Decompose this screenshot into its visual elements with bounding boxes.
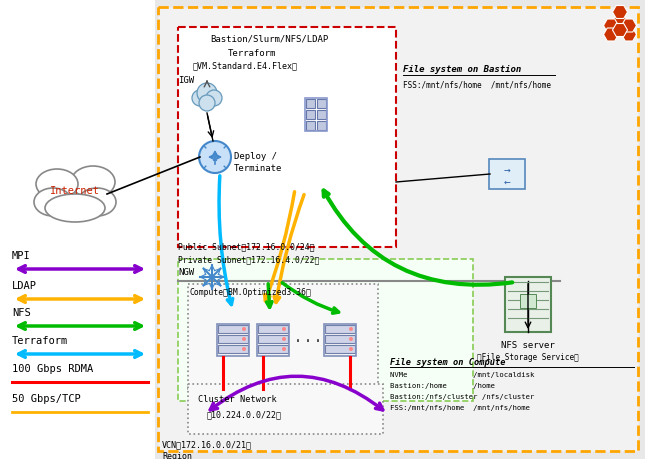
Bar [188,285,378,392]
Bar [317,121,326,130]
Bar [178,259,473,401]
Bar [258,325,288,333]
Text: Compute（BM.Optimized3.36）: Compute（BM.Optimized3.36） [190,287,312,297]
Circle shape [192,91,208,107]
Circle shape [282,327,286,331]
Bar [258,345,288,353]
Bar [178,28,396,247]
Text: NGW: NGW [178,268,194,276]
Bar [317,110,326,119]
Bar [188,384,383,434]
Ellipse shape [34,189,72,217]
Circle shape [282,337,286,341]
Text: Bastion:/home      /home: Bastion:/home /home [390,382,495,388]
Circle shape [199,142,231,174]
Circle shape [199,96,215,112]
Ellipse shape [71,167,115,199]
Text: NFS server: NFS server [501,340,555,349]
Text: LDAP: LDAP [12,280,37,291]
Bar [325,325,355,333]
Circle shape [349,327,353,331]
Text: （VM.Standard.E4.Flex）: （VM.Standard.E4.Flex） [193,61,298,70]
Bar [325,345,355,353]
Ellipse shape [78,189,116,217]
Text: VCN（172.16.0.0/21）: VCN（172.16.0.0/21） [162,439,252,448]
Bar [218,335,248,343]
Text: Private Subnet（172.16.4.0/22）: Private Subnet（172.16.4.0/22） [178,254,319,263]
Bar [317,99,326,108]
Text: Terraform: Terraform [12,335,68,345]
Bar [257,325,289,356]
Circle shape [242,337,246,341]
Text: ...: ... [293,327,323,345]
Bar [305,98,327,131]
Text: （10.224.0.0/22）: （10.224.0.0/22） [207,409,282,418]
Text: （File Storage Service）: （File Storage Service） [477,352,579,361]
Circle shape [242,327,246,331]
Text: Terraform: Terraform [228,49,276,58]
Ellipse shape [45,195,105,223]
Text: FSS:/mnt/nfs/home  /mnt/nfs/home: FSS:/mnt/nfs/home /mnt/nfs/home [390,404,530,410]
Ellipse shape [45,176,105,213]
Text: →: → [504,166,510,176]
Circle shape [282,347,286,351]
Bar [325,335,355,343]
Bar [218,325,248,333]
Text: File system on Compute: File system on Compute [390,357,506,366]
Bar [520,294,536,308]
Ellipse shape [36,170,78,200]
Text: 100 Gbps RDMA: 100 Gbps RDMA [12,363,94,373]
Bar [505,277,551,332]
Bar [324,325,356,356]
Circle shape [349,337,353,341]
Text: FSS:/mnt/nfs/home  /mnt/nfs/home: FSS:/mnt/nfs/home /mnt/nfs/home [403,80,551,89]
Text: NFS: NFS [12,308,31,317]
Circle shape [206,91,222,107]
Bar [217,325,249,356]
Text: Public Subnet（172.16.0.0/24）: Public Subnet（172.16.0.0/24） [178,241,315,251]
Circle shape [242,347,246,351]
Text: Internet: Internet [50,185,100,196]
Text: Region: Region [162,451,192,459]
Text: Terminate: Terminate [234,164,283,173]
Bar [258,335,288,343]
Circle shape [349,347,353,351]
Text: 50 Gbps/TCP: 50 Gbps/TCP [12,393,81,403]
Bar [306,110,315,119]
Text: ←: ← [504,178,510,188]
Text: Bastion/Slurm/NFS/LDAP: Bastion/Slurm/NFS/LDAP [210,35,328,44]
Text: File system on Bastion: File system on Bastion [403,65,521,74]
Text: Bastion:/nfs/cluster /nfs/cluster: Bastion:/nfs/cluster /nfs/cluster [390,393,534,399]
Bar [306,99,315,108]
Text: NVMe               /mnt/localdisk: NVMe /mnt/localdisk [390,371,534,377]
Bar [158,8,638,451]
Bar [0,0,155,459]
Bar [306,121,315,130]
Text: Deploy /: Deploy / [234,151,277,161]
Text: MPI: MPI [12,251,31,260]
Bar [218,345,248,353]
Circle shape [197,84,217,104]
Text: Cluster Network: Cluster Network [198,394,277,403]
Text: IGW: IGW [178,76,194,85]
Bar [489,160,525,190]
